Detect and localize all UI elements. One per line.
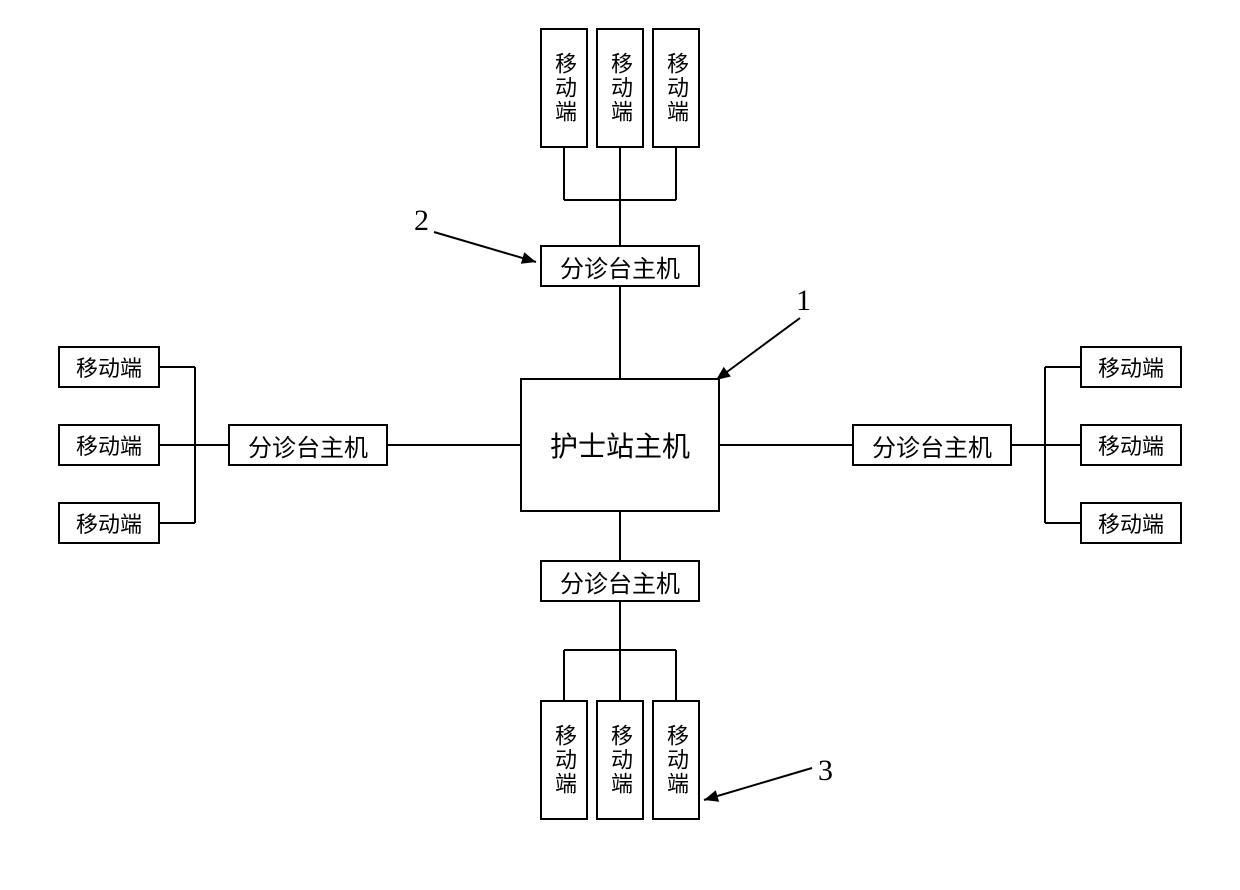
mobile-terminal: 移动端 bbox=[58, 502, 160, 544]
mobile-terminal: 移动端 bbox=[652, 28, 700, 148]
mobile-terminal-label: 移动端 bbox=[548, 724, 580, 796]
mobile-terminal: 移动端 bbox=[58, 346, 160, 388]
mobile-terminal-label: 移动端 bbox=[76, 429, 142, 461]
mobile-terminal-label: 移动端 bbox=[1098, 429, 1164, 461]
mobile-terminal-label: 移动端 bbox=[548, 52, 580, 124]
mobile-terminal: 移动端 bbox=[1080, 424, 1182, 466]
callout-number-3: 3 bbox=[818, 754, 833, 788]
mobile-terminal-label: 移动端 bbox=[604, 52, 636, 124]
mobile-terminal-label: 移动端 bbox=[76, 351, 142, 383]
mobile-terminal-label: 移动端 bbox=[604, 724, 636, 796]
mobile-terminal-label: 移动端 bbox=[76, 507, 142, 539]
triage-host-top: 分诊台主机 bbox=[540, 245, 700, 287]
triage-host-label: 分诊台主机 bbox=[560, 249, 680, 284]
callout-number-1: 1 bbox=[796, 284, 811, 318]
triage-host-bottom: 分诊台主机 bbox=[540, 560, 700, 602]
mobile-terminal-label: 移动端 bbox=[660, 52, 692, 124]
mobile-terminal-label: 移动端 bbox=[660, 724, 692, 796]
mobile-terminal: 移动端 bbox=[596, 700, 644, 820]
mobile-terminal: 移动端 bbox=[596, 28, 644, 148]
mobile-terminal: 移动端 bbox=[58, 424, 160, 466]
mobile-terminal: 移动端 bbox=[540, 700, 588, 820]
mobile-terminal-label: 移动端 bbox=[1098, 351, 1164, 383]
triage-host-label: 分诊台主机 bbox=[248, 428, 368, 463]
triage-host-right: 分诊台主机 bbox=[852, 424, 1012, 466]
mobile-terminal: 移动端 bbox=[1080, 502, 1182, 544]
mobile-terminal: 移动端 bbox=[540, 28, 588, 148]
triage-host-left: 分诊台主机 bbox=[228, 424, 388, 466]
triage-host-label: 分诊台主机 bbox=[872, 428, 992, 463]
nurse-station-host-label: 护士站主机 bbox=[550, 425, 690, 465]
mobile-terminal: 移动端 bbox=[652, 700, 700, 820]
mobile-terminal-label: 移动端 bbox=[1098, 507, 1164, 539]
nurse-station-host: 护士站主机 bbox=[520, 378, 720, 512]
mobile-terminal: 移动端 bbox=[1080, 346, 1182, 388]
callout-number-2: 2 bbox=[414, 204, 429, 238]
triage-host-label: 分诊台主机 bbox=[560, 564, 680, 599]
